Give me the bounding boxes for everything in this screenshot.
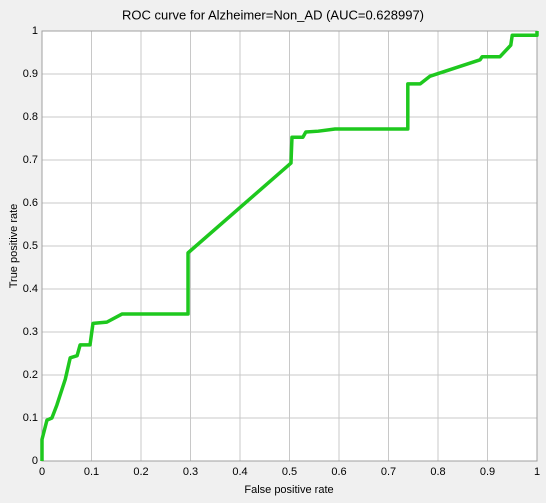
x-tick-label: 0.9 [480, 466, 495, 478]
y-tick-label: 0.8 [23, 111, 38, 123]
x-tick-label: 0 [39, 466, 45, 478]
x-axis-label: False positive rate [244, 484, 333, 496]
plot-border [41, 30, 538, 462]
chart-title: ROC curve for Alzheimer=Non_AD (AUC=0.62… [122, 7, 424, 22]
y-tick-label: 1 [32, 25, 38, 37]
y-tick-label: 0.6 [23, 197, 38, 209]
roc-line [40, 31, 539, 461]
y-tick-label: 0.1 [23, 412, 38, 424]
x-tick-label: 0.6 [331, 466, 346, 478]
x-tick-label: 0.7 [381, 466, 396, 478]
y-tick-label: 0.7 [23, 154, 38, 166]
x-tick-label: 0.2 [133, 466, 148, 478]
x-tick-label: 0.1 [84, 466, 99, 478]
x-tick-label: 1 [534, 466, 540, 478]
y-tick-label: 0.3 [23, 326, 38, 338]
x-tick-label: 0.8 [430, 466, 445, 478]
x-tick-label: 0.5 [282, 466, 297, 478]
y-axis-label: True positive rate [8, 204, 20, 289]
y-tick-label: 0.5 [23, 240, 38, 252]
x-tick-label: 0.3 [183, 466, 198, 478]
y-tick-label: 0.9 [23, 68, 38, 80]
x-tick-label: 0.4 [232, 466, 247, 478]
y-tick-label: 0 [32, 455, 38, 467]
y-tick-label: 0.4 [23, 283, 38, 295]
y-tick-label: 0.2 [23, 369, 38, 381]
